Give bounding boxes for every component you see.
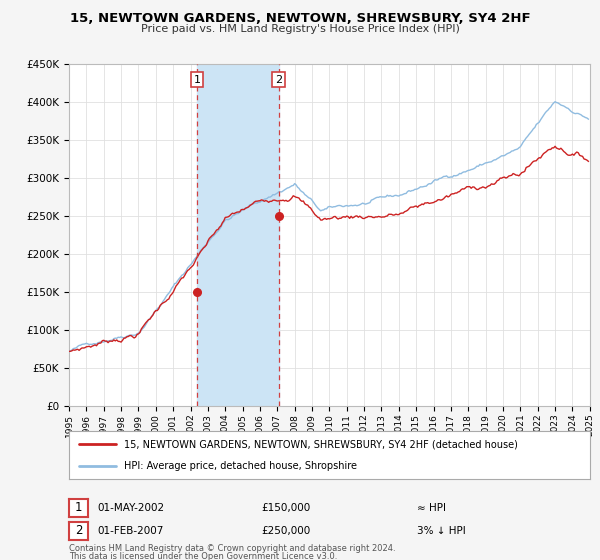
Text: 1: 1 [193, 74, 200, 85]
Text: 15, NEWTOWN GARDENS, NEWTOWN, SHREWSBURY, SY4 2HF: 15, NEWTOWN GARDENS, NEWTOWN, SHREWSBURY… [70, 12, 530, 25]
Text: 01-MAY-2002: 01-MAY-2002 [97, 503, 164, 513]
Text: 15, NEWTOWN GARDENS, NEWTOWN, SHREWSBURY, SY4 2HF (detached house): 15, NEWTOWN GARDENS, NEWTOWN, SHREWSBURY… [124, 439, 518, 449]
Text: ≈ HPI: ≈ HPI [417, 503, 446, 513]
Bar [197, 64, 279, 406]
Text: 2: 2 [275, 74, 282, 85]
Text: £150,000: £150,000 [261, 503, 310, 513]
Text: Contains HM Land Registry data © Crown copyright and database right 2024.: Contains HM Land Registry data © Crown c… [69, 544, 395, 553]
Text: 1: 1 [75, 501, 82, 515]
Text: This data is licensed under the Open Government Licence v3.0.: This data is licensed under the Open Gov… [69, 552, 337, 560]
Text: Price paid vs. HM Land Registry's House Price Index (HPI): Price paid vs. HM Land Registry's House … [140, 24, 460, 34]
Text: £250,000: £250,000 [261, 526, 310, 536]
Text: 2: 2 [75, 524, 82, 538]
Text: 3% ↓ HPI: 3% ↓ HPI [417, 526, 466, 536]
Text: 01-FEB-2007: 01-FEB-2007 [97, 526, 164, 536]
Text: HPI: Average price, detached house, Shropshire: HPI: Average price, detached house, Shro… [124, 461, 356, 471]
